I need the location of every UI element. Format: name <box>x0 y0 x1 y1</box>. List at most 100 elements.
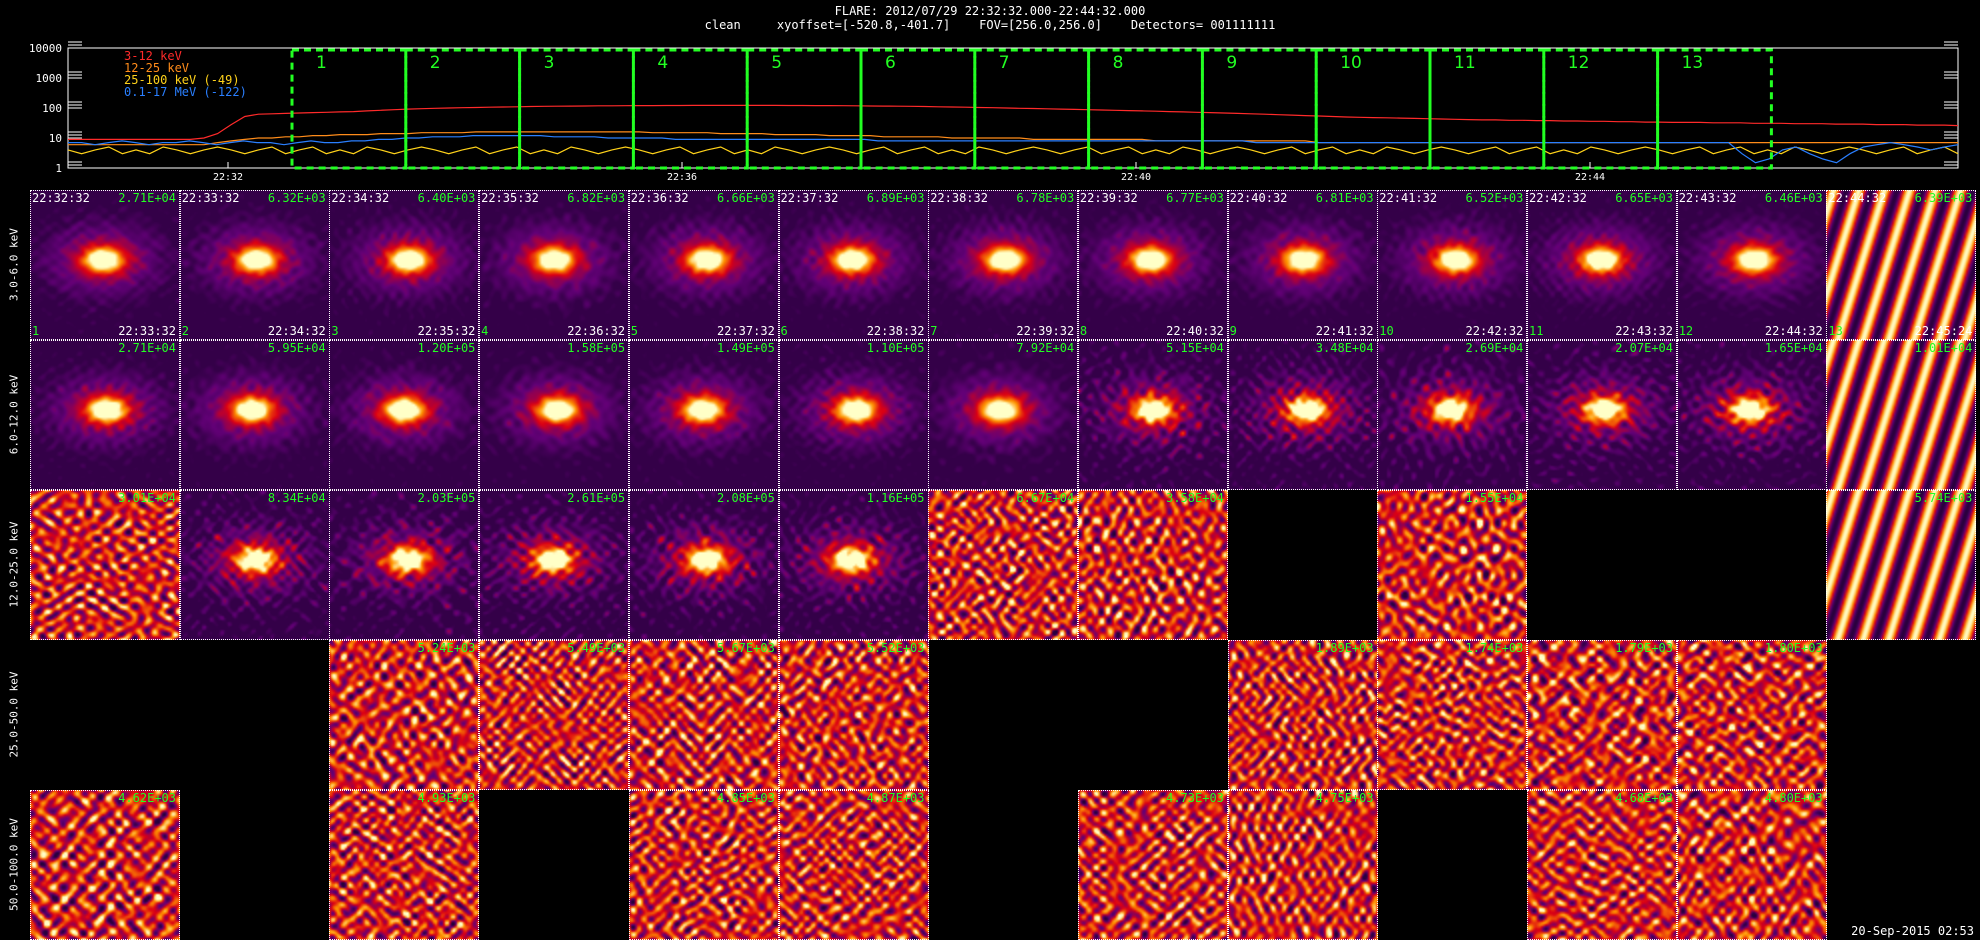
image-pixels <box>30 340 180 490</box>
interval-number: 9 <box>1229 324 1237 338</box>
image-tile: 2.71E+04 22:32:32 22:33:32 1 <box>30 190 180 340</box>
peak-value-label: 6.39E+03 <box>1914 191 1973 205</box>
image-tile: 1.01E+04 <box>1826 340 1977 490</box>
interval-end-time: 22:35:32 <box>417 324 476 338</box>
image-pixels <box>329 790 480 940</box>
interval-start-time: 22:44:32 <box>1828 191 1887 205</box>
peak-value-label: 1.16E+05 <box>866 491 925 505</box>
peak-value-label: 1.55E+04 <box>1465 491 1524 505</box>
interval-end-time: 22:38:32 <box>866 324 925 338</box>
image-pixels <box>1227 790 1378 940</box>
image-pixels <box>329 340 480 490</box>
interval-end-time: 22:39:32 <box>1016 324 1075 338</box>
interval-label: 7 <box>999 53 1010 73</box>
peak-value-label: 4.75E+03 <box>1315 791 1374 805</box>
image-pixels <box>928 490 1079 640</box>
peak-value-label: 2.71E+04 <box>118 341 176 355</box>
image-pixels <box>1676 340 1827 490</box>
y-tick-label: 1 <box>55 162 62 175</box>
flare-title: FLARE: 2012/07/29 22:32:32.000-22:44:32.… <box>834 4 1146 18</box>
image-tile: 6.32E+03 22:33:32 22:34:32 2 <box>179 190 330 340</box>
interval-box <box>745 48 863 170</box>
image-pixels <box>1676 640 1827 790</box>
image-tile: 6.40E+03 22:34:32 22:35:32 3 <box>329 190 480 340</box>
image-pixels <box>628 640 779 790</box>
image-tile: 6.46E+03 22:43:32 22:44:32 12 <box>1676 190 1827 340</box>
image-pixels <box>1227 640 1378 790</box>
peak-value-label: 6.66E+03 <box>717 191 775 205</box>
interval-box <box>1314 48 1432 170</box>
interval-number: 5 <box>630 324 639 338</box>
interval-end-time: 22:40:32 <box>1166 324 1224 338</box>
image-pixels <box>1377 190 1528 340</box>
image-pixels <box>479 340 630 490</box>
image-tile: 1.58E+05 <box>479 340 630 490</box>
image-pixels <box>1377 490 1528 640</box>
interval-label: 8 <box>1113 53 1124 73</box>
image-pixels <box>1377 640 1528 790</box>
image-tile: 5.67E+03 <box>628 640 779 790</box>
peak-value-label: 2.61E+05 <box>567 491 626 505</box>
image-pixels <box>479 490 630 640</box>
peak-value-label: 5.49E+03 <box>567 641 626 655</box>
image-tile: 2.61E+05 <box>479 490 630 640</box>
interval-start-time: 22:38:32 <box>930 191 988 205</box>
peak-value-label: 1.89E+03 <box>1315 641 1374 655</box>
image-pixels <box>1377 340 1528 490</box>
interval-number: 10 <box>1379 324 1394 338</box>
image-tile: 3.58E+04 <box>1077 490 1228 640</box>
image-tile: 4.80E+03 <box>1676 790 1827 940</box>
image-pixels <box>30 190 180 340</box>
interval-label: 13 <box>1682 53 1704 73</box>
image-pixels <box>628 190 779 340</box>
image-pixels <box>329 190 480 340</box>
series-line <box>67 146 1959 155</box>
image-pixels <box>1826 340 1977 490</box>
image-pixels <box>778 490 929 640</box>
peak-value-label: 2.08E+05 <box>717 491 775 505</box>
interval-number: 7 <box>930 324 938 338</box>
peak-value-label: 1.20E+05 <box>417 341 476 355</box>
image-tile: 5.15E+04 <box>1077 340 1228 490</box>
image-tile: 6.77E+03 22:39:32 22:40:32 8 <box>1077 190 1228 340</box>
image-tile: 1.65E+04 <box>1676 340 1827 490</box>
interval-box <box>631 48 749 170</box>
image-pixels <box>1227 340 1378 490</box>
peak-value-label: 6.82E+03 <box>567 191 626 205</box>
y-tick-label: 100 <box>42 102 62 115</box>
peak-value-label: 2.03E+05 <box>417 491 476 505</box>
peak-value-label: 6.65E+03 <box>1615 191 1673 205</box>
peak-value-label: 6.67E+04 <box>1016 491 1075 505</box>
interval-label: 12 <box>1568 53 1590 73</box>
interval-label: 1 <box>316 53 327 73</box>
image-pixels <box>1527 640 1677 790</box>
image-pixels <box>479 640 630 790</box>
image-tile: 1.10E+05 <box>778 340 929 490</box>
image-tile: 6.39E+03 22:44:32 22:45:24 13 <box>1826 190 1977 340</box>
peak-value-label: 5.74E+03 <box>1914 491 1973 505</box>
image-tile: 5.49E+03 <box>479 640 630 790</box>
image-pixels <box>928 340 1079 490</box>
peak-value-label: 1.80E+03 <box>1764 641 1823 655</box>
image-pixels <box>329 490 480 640</box>
lightcurve-chart: 10000 1000 100 10 1 22:32 22:36 22:40 22:44 3-12 … <box>29 41 1959 180</box>
x-tick-label: 22:32 <box>213 172 243 180</box>
image-tile: 4.75E+03 <box>1227 790 1378 940</box>
interval-number: 1 <box>32 324 40 338</box>
interval-number: 6 <box>780 324 788 338</box>
peak-value-label: 4.85E+03 <box>717 791 775 805</box>
imaging-parameters: clean xyoffset=[-520.8,-401.7] FOV=[256.… <box>704 18 1276 32</box>
footer-timestamp: 20-Sep-2015 02:53 <box>1851 924 1974 938</box>
legend-entry: 12-25 keV <box>124 61 189 75</box>
interval-box <box>1200 48 1318 170</box>
peak-value-label: 6.32E+03 <box>267 191 326 205</box>
image-tile: 2.69E+04 <box>1377 340 1528 490</box>
image-pixels <box>479 190 630 340</box>
image-pixels <box>628 340 779 490</box>
interval-end-time: 22:41:32 <box>1315 324 1374 338</box>
interval-start-time: 22:35:32 <box>481 191 539 205</box>
image-tile: 5.52E+03 <box>778 640 929 790</box>
interval-end-time: 22:43:32 <box>1615 324 1673 338</box>
image-tile: 3.48E+04 <box>1227 340 1378 490</box>
interval-label: 6 <box>885 53 896 73</box>
